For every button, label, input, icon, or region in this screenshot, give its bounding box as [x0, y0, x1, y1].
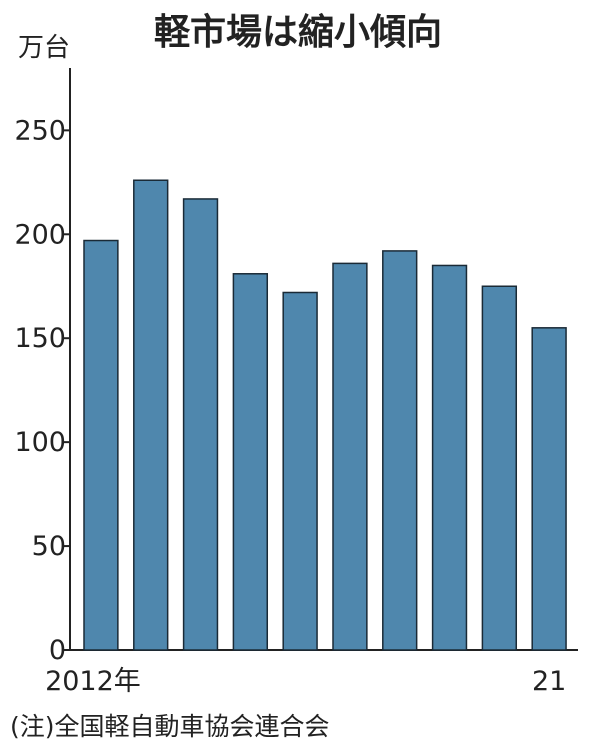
chart-title: 軽市場は縮小傾向 [154, 12, 442, 53]
bar [332, 262, 368, 651]
y-axis-unit: 万台 [18, 33, 70, 63]
bars [83, 179, 567, 651]
bar [481, 285, 518, 651]
x-axis-labels: 2012年 21 [45, 666, 566, 697]
bar [282, 291, 318, 651]
bar [133, 179, 169, 651]
y-tick-label: 0 [49, 635, 66, 666]
bar [382, 250, 418, 651]
bar [83, 239, 119, 651]
x-tick-label: 21 [532, 666, 566, 697]
bar [531, 327, 567, 651]
bar [182, 198, 219, 651]
bar [431, 264, 468, 651]
y-tick-label: 250 [14, 115, 66, 146]
bar [232, 273, 269, 651]
y-tick-label: 200 [14, 219, 66, 250]
y-tick-label: 150 [14, 323, 66, 354]
y-tick-label: 50 [32, 531, 66, 562]
source-note: (注)全国軽自動車協会連合会 [10, 712, 330, 741]
y-axis-ticks: 0 50 100 150 200 250 [14, 115, 70, 666]
x-tick-label: 2012年 [45, 666, 141, 697]
y-tick-label: 100 [14, 427, 66, 458]
